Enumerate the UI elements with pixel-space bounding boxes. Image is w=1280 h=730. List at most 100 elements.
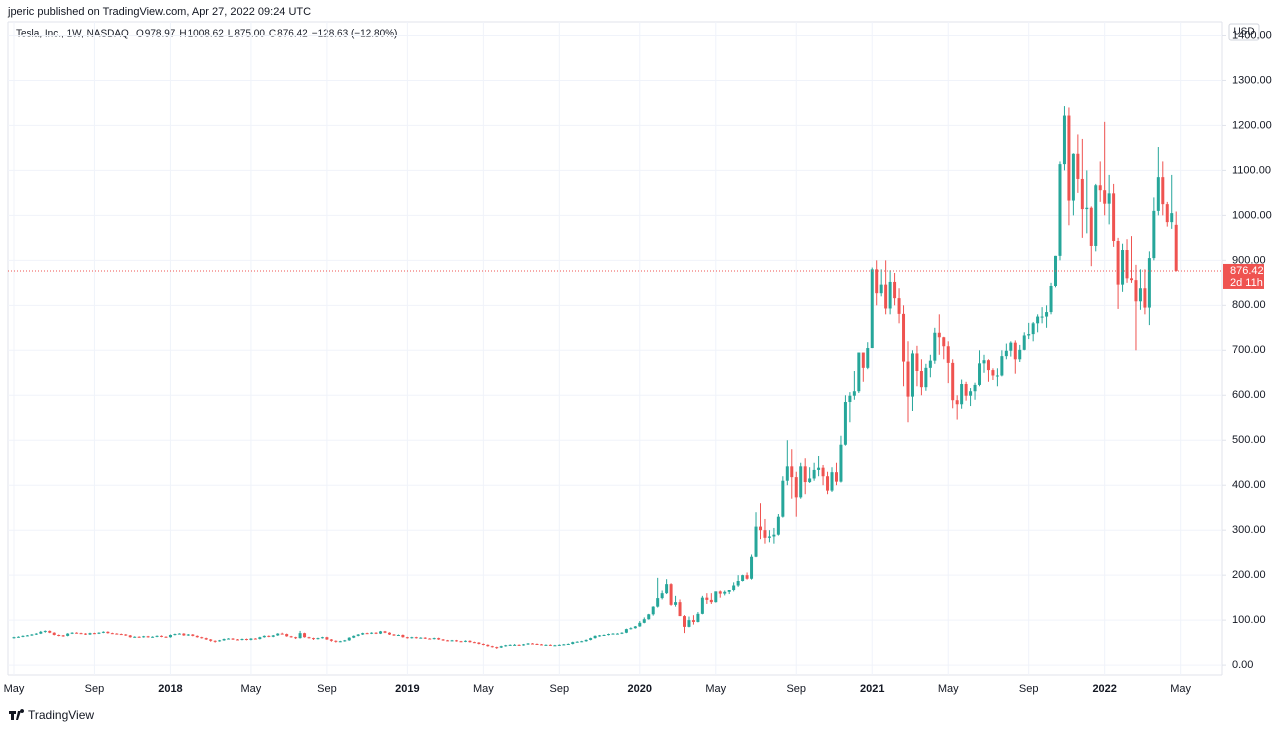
candle-body	[1103, 190, 1107, 204]
candle-body	[410, 637, 414, 639]
candle-body	[1161, 177, 1165, 205]
candle-body	[924, 367, 928, 388]
candle-body	[137, 636, 141, 638]
candle-body	[450, 640, 454, 642]
candle-body	[691, 620, 695, 622]
candle-body	[146, 636, 150, 638]
candle-body	[1170, 213, 1174, 223]
candle-body	[477, 642, 481, 644]
candle-body	[1049, 285, 1053, 313]
candle-body	[262, 635, 266, 638]
candle-body	[258, 637, 262, 640]
candle-body	[280, 633, 284, 635]
candle-body	[432, 638, 436, 640]
candle-body	[446, 640, 450, 642]
y-tick-label: 1400.00	[1232, 29, 1272, 41]
candle-body	[906, 361, 910, 397]
candle-body	[781, 480, 785, 517]
candle-body	[499, 646, 503, 648]
candle-body	[414, 637, 418, 639]
candle-body	[933, 332, 937, 361]
candle-body	[1112, 193, 1116, 242]
candle-body	[763, 530, 767, 538]
candle-body	[1000, 356, 1004, 376]
candle-body	[982, 360, 986, 364]
candle-body	[213, 640, 217, 642]
candle-body	[1089, 207, 1093, 246]
candle-body	[750, 556, 754, 579]
legend-value: 876.42	[277, 29, 308, 40]
candle-body	[92, 633, 96, 635]
countdown: 2d 11h	[1230, 277, 1263, 289]
candle-body	[928, 360, 932, 368]
y-tick-label: 1100.00	[1232, 164, 1271, 176]
candle-body	[30, 634, 34, 636]
candle-body	[307, 637, 311, 639]
candle-body	[557, 644, 561, 646]
candle-body	[361, 633, 365, 635]
candle-body	[866, 348, 870, 368]
candle-body	[522, 644, 526, 646]
currency[interactable]: USD	[1233, 27, 1254, 38]
candle-body	[723, 591, 727, 594]
candle-body	[34, 633, 38, 635]
candle-body	[879, 284, 883, 294]
candle-body	[12, 637, 16, 639]
candle-body	[1018, 349, 1022, 360]
candle-body	[893, 281, 897, 299]
candle-body	[25, 635, 29, 637]
candle-body	[481, 643, 485, 645]
candle-body	[991, 370, 995, 376]
y-tick-label: 400.00	[1232, 479, 1266, 491]
y-tick-label: 1200.00	[1232, 119, 1272, 131]
candle-body	[767, 536, 771, 538]
candle-body	[589, 638, 593, 640]
candle-body	[285, 634, 289, 637]
candle-body	[168, 634, 172, 638]
candle-body	[1031, 323, 1035, 335]
candle-body	[486, 644, 490, 647]
y-tick-label: 200.00	[1232, 569, 1266, 581]
candle-body	[70, 632, 74, 634]
candle-body	[289, 636, 293, 638]
candle-body	[231, 638, 235, 640]
candle-body	[910, 353, 914, 397]
candle-body	[115, 633, 119, 635]
candle-body	[848, 395, 852, 403]
candle-body	[745, 575, 749, 579]
y-tick-label: 1300.00	[1232, 74, 1272, 86]
candle-body	[155, 635, 159, 637]
candle-body	[598, 635, 602, 637]
candle-body	[772, 534, 776, 537]
currency-box[interactable]	[1228, 23, 1260, 41]
candle-body	[714, 591, 718, 603]
candle-body	[553, 645, 557, 647]
candle-body	[687, 620, 691, 627]
candle-body	[1134, 280, 1138, 302]
candle-body	[776, 516, 780, 535]
candle-body	[75, 632, 79, 634]
x-tick-label: May	[4, 683, 25, 695]
candle-body	[472, 642, 476, 644]
candle-body	[303, 633, 307, 638]
candle-body	[629, 628, 633, 630]
candle-body	[566, 643, 570, 645]
candle-body	[43, 630, 47, 632]
y-tick-label: 100.00	[1232, 614, 1266, 626]
candle-body	[1116, 241, 1120, 285]
candle-body	[271, 635, 275, 637]
candle-body	[495, 647, 499, 649]
candle-body	[267, 635, 271, 637]
candle-body	[244, 639, 248, 641]
candle-body	[526, 643, 530, 645]
legend-key: L	[228, 29, 234, 40]
candle-body	[678, 602, 682, 617]
x-tick-label: Sep	[786, 683, 806, 695]
candle-body	[1165, 204, 1169, 223]
candle-body	[401, 634, 405, 638]
candle-body	[490, 646, 494, 648]
candle-body	[727, 590, 731, 592]
y-tick-label: 500.00	[1232, 434, 1266, 446]
candle-body	[110, 633, 114, 635]
